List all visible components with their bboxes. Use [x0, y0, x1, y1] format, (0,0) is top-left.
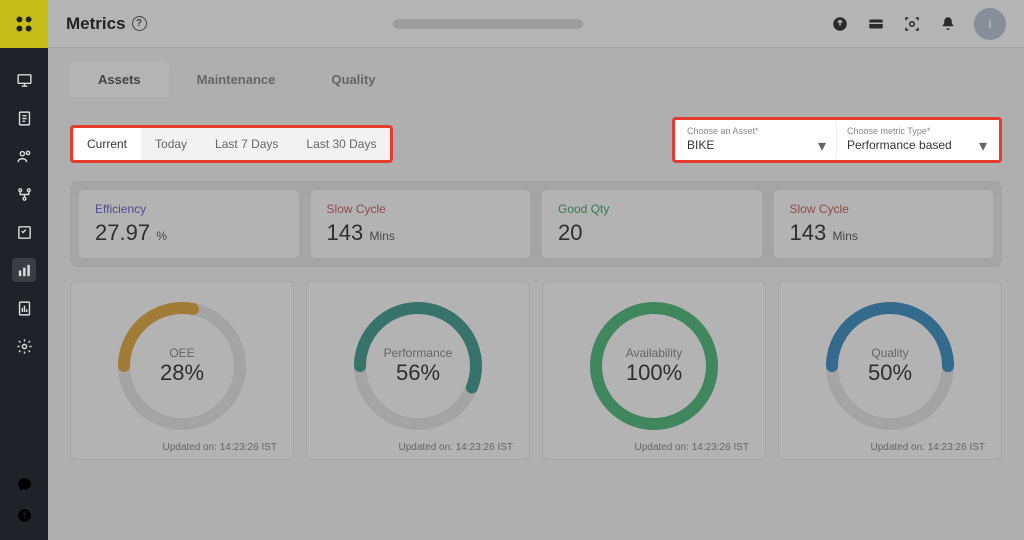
asset-select[interactable]: Choose an Asset* BIKE ▾ — [677, 122, 837, 158]
topbar: Metrics ? i — [48, 0, 1024, 48]
upload-icon[interactable] — [830, 14, 850, 34]
svg-text:?: ? — [22, 511, 27, 520]
time-tab-last-30-days[interactable]: Last 30 Days — [292, 128, 390, 160]
avatar[interactable]: i — [974, 8, 1006, 40]
time-tab-current[interactable]: Current — [73, 128, 141, 160]
bell-icon[interactable] — [938, 14, 958, 34]
gauge-name: Quality — [871, 346, 908, 360]
reports-icon[interactable] — [12, 296, 36, 320]
tab-assets[interactable]: Assets — [70, 62, 169, 97]
monitor-icon[interactable] — [12, 68, 36, 92]
stat-value: 20 — [558, 220, 746, 246]
selectors-highlight: Choose an Asset* BIKE ▾ Choose metric Ty… — [672, 117, 1002, 163]
metric-type-label: Choose metric Type* — [847, 126, 987, 136]
stat-label: Good Qty — [558, 202, 746, 216]
stat-unit: Mins — [829, 229, 858, 243]
gauge-value: 100% — [626, 360, 682, 386]
asset-select-value: BIKE — [687, 138, 826, 152]
scan-icon[interactable] — [902, 14, 922, 34]
gauge-name: Performance — [384, 346, 453, 360]
chevron-down-icon: ▾ — [818, 136, 826, 156]
gauge-updated: Updated on: 14:23:26 IST — [162, 442, 285, 453]
stat-card: Slow Cycle 143 Mins — [310, 189, 532, 259]
users-icon[interactable] — [12, 144, 36, 168]
gauge-updated: Updated on: 14:23:26 IST — [634, 442, 757, 453]
page-title-text: Metrics — [66, 14, 126, 34]
feedback-icon[interactable] — [16, 476, 33, 493]
time-range-tabs: CurrentTodayLast 7 DaysLast 30 Days — [73, 128, 390, 160]
gauge-value: 56% — [396, 360, 440, 386]
stat-value: 143 Mins — [327, 220, 515, 246]
tab-maintenance[interactable]: Maintenance — [169, 62, 304, 97]
loading-bar — [393, 19, 583, 29]
gauge-name: Availability — [626, 346, 682, 360]
brand-logo[interactable] — [0, 0, 48, 48]
page-title: Metrics ? — [66, 14, 147, 34]
gauge-cards-row: OEE28%Updated on: 14:23:26 ISTPerformanc… — [70, 281, 1002, 460]
gauge-card-quality: Quality50% Updated on: 14:23:26 IST — [778, 281, 1002, 460]
asset-select-label: Choose an Asset* — [687, 126, 826, 136]
tab-quality[interactable]: Quality — [303, 62, 403, 97]
time-tab-last-7-days[interactable]: Last 7 Days — [201, 128, 292, 160]
gauge-value: 50% — [868, 360, 912, 386]
workflow-icon[interactable] — [12, 182, 36, 206]
stat-cards-row: Efficiency 27.97 % Slow Cycle 143 Mins Good … — [70, 181, 1002, 267]
stat-label: Slow Cycle — [790, 202, 978, 216]
gauge-card-availability: Availability100% Updated on: 14:23:26 IST — [542, 281, 766, 460]
help-icon[interactable]: ? — [16, 507, 33, 524]
stat-card: Slow Cycle 143 Mins — [773, 189, 995, 259]
time-range-tabs-highlight: CurrentTodayLast 7 DaysLast 30 Days — [70, 125, 393, 163]
stat-label: Slow Cycle — [327, 202, 515, 216]
gauge-name: OEE — [169, 346, 194, 360]
card-icon[interactable] — [866, 14, 886, 34]
primary-tabs: AssetsMaintenanceQuality — [70, 62, 1002, 97]
gauge-updated: Updated on: 14:23:26 IST — [398, 442, 521, 453]
stat-card: Good Qty 20 — [541, 189, 763, 259]
gauge: Quality50% — [820, 296, 960, 436]
sidebar: ? — [0, 0, 48, 540]
gauge-card-performance: Performance56% Updated on: 14:23:26 IST — [306, 281, 530, 460]
stat-unit: % — [153, 229, 167, 243]
stat-unit: Mins — [366, 229, 395, 243]
orders-icon[interactable] — [12, 106, 36, 130]
chevron-down-icon: ▾ — [979, 136, 987, 156]
stat-value: 27.97 % — [95, 220, 283, 246]
metric-type-value: Performance based — [847, 138, 987, 152]
stat-label: Efficiency — [95, 202, 283, 216]
gauge: OEE28% — [112, 296, 252, 436]
stat-card: Efficiency 27.97 % — [78, 189, 300, 259]
time-tab-today[interactable]: Today — [141, 128, 201, 160]
gauge-updated: Updated on: 14:23:26 IST — [870, 442, 993, 453]
settings-icon[interactable] — [12, 334, 36, 358]
metric-type-select[interactable]: Choose metric Type* Performance based ▾ — [837, 122, 997, 158]
tasks-icon[interactable] — [12, 220, 36, 244]
help-icon[interactable]: ? — [132, 16, 147, 31]
gauge: Performance56% — [348, 296, 488, 436]
gauge-card-oee: OEE28% Updated on: 14:23:26 IST — [70, 281, 294, 460]
stat-value: 143 Mins — [790, 220, 978, 246]
gauge: Availability100% — [584, 296, 724, 436]
gauge-value: 28% — [160, 360, 204, 386]
metrics-icon[interactable] — [12, 258, 36, 282]
